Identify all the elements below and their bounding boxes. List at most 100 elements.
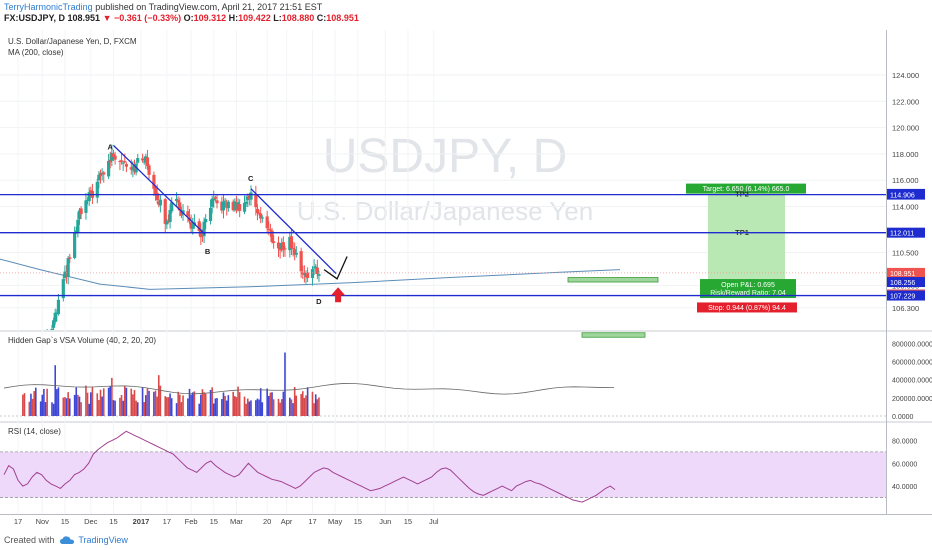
candle-body [165,221,169,225]
candle-body [140,158,145,161]
candle-body [278,246,282,251]
open-pnl-label: Open P&L: 0.695 [721,282,775,289]
position-tool[interactable]: Target: 6.650 (6.14%) 665.0 Open P&L: 0.6… [686,183,806,313]
candle-body [302,272,306,275]
price-tick-label: 106.300 [892,304,919,313]
candle-body [163,199,167,224]
price-tag-label: 114.906 [890,193,915,200]
candle-body [257,212,261,214]
candle-body [283,248,287,250]
candle-body [168,209,172,223]
time-tick-label: 17 [14,517,22,526]
price-tag[interactable] [887,189,925,200]
candle-body [74,230,78,233]
candle-body [179,211,184,216]
candle-body [231,201,235,211]
candle-body [189,222,193,229]
candle-body [288,236,292,251]
main-pane-title: U.S. Dollar/Japanese Yen, D, FXCM [8,37,137,46]
tp2-label: TP2 [735,189,749,198]
candle-body [170,202,174,212]
candle-body [152,174,156,189]
tradingview-link[interactable]: TradingView [78,535,128,545]
candle-body [108,159,112,163]
price-tick-label: 122.000 [892,97,919,106]
candle-body [312,267,316,269]
candle-body [85,199,90,201]
candle-body [153,188,158,195]
rsi-band [0,451,886,498]
candle-body [66,258,70,277]
candle-body [118,161,122,163]
candle-body [174,198,179,201]
candle-body [259,213,263,219]
candle-body [79,208,83,215]
prz-box[interactable] [581,332,646,338]
candle-body [157,201,161,205]
candle-body [314,266,318,269]
price-tag[interactable] [887,290,925,301]
ab-trendline[interactable] [113,144,206,235]
candle-body [98,172,103,177]
time-tick-label: 15 [404,517,412,526]
candle-body [132,165,137,172]
author-link[interactable]: TerryHarmonicTrading [4,2,93,12]
candle-body [291,248,295,250]
candle-body [299,251,303,272]
price-tag[interactable] [887,267,925,278]
candle-body [147,165,151,175]
volume-series [0,352,886,417]
candle-body [63,271,67,278]
harmonic-pattern[interactable]: A B C D [107,142,659,338]
candle-body [145,157,150,166]
published-text: published on TradingView.com, April 21, … [95,2,323,12]
price-axis[interactable]: 124.000 122.000 120.000 118.000 116.000 114.0… [887,71,932,491]
price-tag[interactable] [887,227,925,238]
volume-tick-label: 0.0000 [892,414,914,421]
candle-body [267,228,271,230]
candle-body [97,174,101,181]
rsi-legend: RSI (14, close) [8,427,61,436]
prz-box[interactable] [567,277,659,283]
chart-canvas[interactable]: USDJPY, D U.S. Dollar/Japanese Yen Targe… [0,24,932,530]
candle-body [73,232,77,258]
candle-body [244,201,248,204]
candle-body [77,210,82,220]
candle-body [208,207,213,221]
volume-tick-label: 600000.0000 [892,360,932,367]
horizontal-levels[interactable] [0,193,886,297]
stop-label: Stop: 0.944 (0.87%) 94.4 [708,305,786,312]
candle-body [102,172,106,175]
price-tag-label: 107.229 [890,294,915,301]
rsi-tick-label: 60.0000 [892,461,917,468]
close-label: C: [316,13,327,23]
candle-body [210,198,214,207]
target-label: Target: 6.650 (6.14%) 665.0 [703,186,790,193]
time-tick-label: 17 [308,517,316,526]
candle-body [270,230,274,242]
price-tag[interactable] [887,277,925,288]
candle-body [289,236,294,249]
price-tag-label: 108.256 [890,280,915,287]
candle-body [260,217,264,219]
candle-body [123,161,127,163]
time-tick-label: 2017 [133,517,150,526]
point-b-label: B [205,247,211,256]
candle-body [68,257,72,259]
time-axis[interactable]: 17 Nov 15 Dec 15 2017 17 Feb 15 Mar 20 Apr 17 May 15 Ju… [14,517,439,526]
time-tick-label: Apr [281,517,293,526]
close-value: 108.951 [326,13,359,23]
red-up-arrow-icon [331,287,346,303]
ma-line [0,258,621,290]
candle-body [281,242,285,251]
projection-path [323,256,348,280]
candle-body [276,242,281,249]
candle-body [221,201,226,211]
target-zone[interactable] [708,194,785,283]
cd-trendline[interactable] [250,188,337,275]
created-with-text: Created with [4,535,55,545]
candle-body [84,200,88,213]
candle-body [304,272,308,277]
candle-body [306,272,310,279]
candle-body [212,198,216,201]
